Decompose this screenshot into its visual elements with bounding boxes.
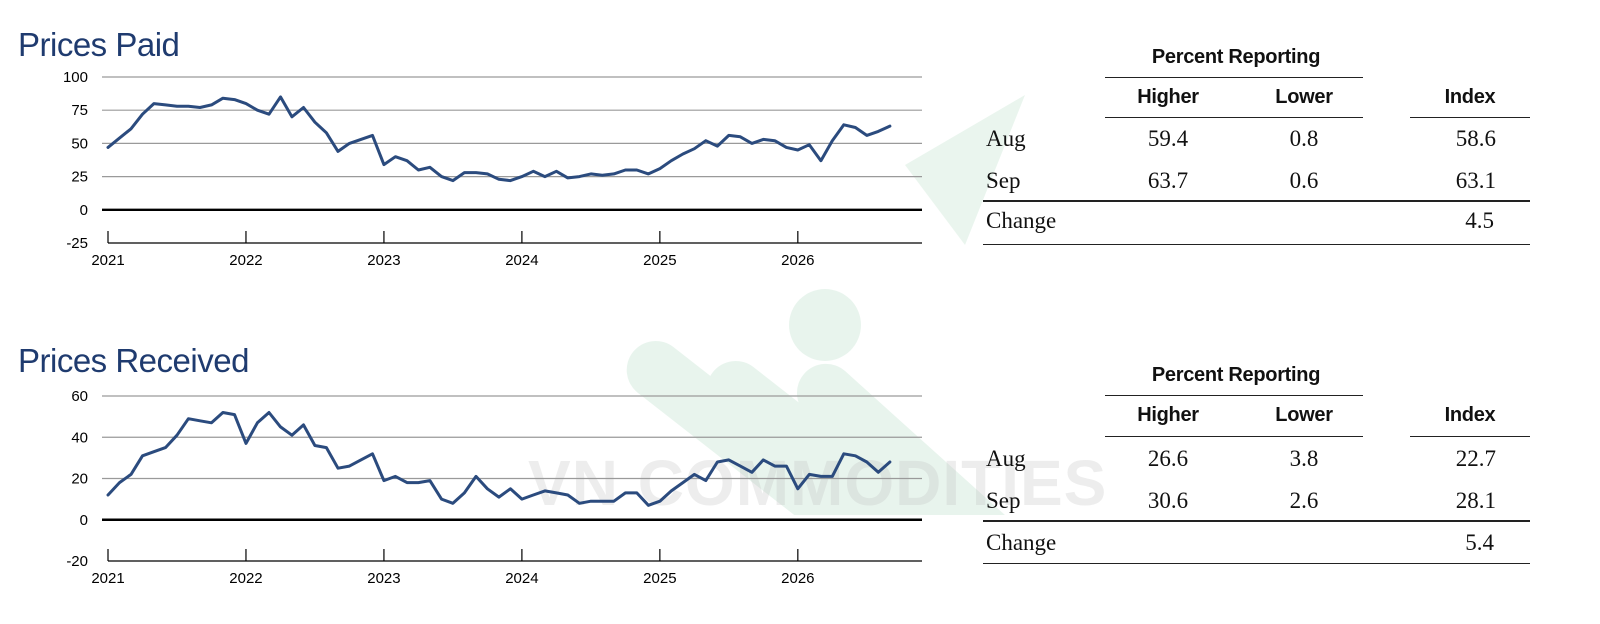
cell-higher: 26.6 <box>1147 446 1189 471</box>
col-header-index: Index <box>1444 86 1496 108</box>
x-tick-label: 2026 <box>781 570 814 587</box>
prices-received-table: Percent Reporting Higher Lower Index Aug… <box>0 0 1600 564</box>
y-tick-label: 25 <box>71 169 88 186</box>
prices-received-title: Prices Received <box>18 342 249 379</box>
y-tick-label: 0 <box>80 512 88 529</box>
row-label: Aug <box>986 126 1026 151</box>
cell-index: 22.7 <box>1455 446 1496 471</box>
row-label: Sep <box>986 168 1021 193</box>
col-rule-left <box>1105 117 1363 118</box>
prices-paid-title: Prices Paid <box>18 26 180 63</box>
y-tick-label: 0 <box>80 202 88 219</box>
x-tick-label: 2026 <box>781 252 814 269</box>
y-tick-label: -25 <box>66 235 88 252</box>
change-index: 5.4 <box>1465 530 1494 555</box>
x-tick-label: 2021 <box>91 252 124 269</box>
change-index: 4.5 <box>1465 208 1494 233</box>
cell-index: 58.6 <box>1455 126 1496 151</box>
col-header-lower: Lower <box>1275 86 1333 108</box>
x-tick-label: 2024 <box>505 570 538 587</box>
y-tick-label: 75 <box>71 102 88 119</box>
y-tick-label: 20 <box>71 471 88 488</box>
group-header-rule <box>1105 395 1363 396</box>
row-label: Aug <box>986 446 1026 471</box>
y-tick-label: -20 <box>66 553 88 570</box>
y-tick-label: 60 <box>71 388 88 405</box>
y-tick-label: 100 <box>63 69 88 86</box>
group-header-rule <box>1105 77 1363 78</box>
x-tick-label: 2023 <box>367 252 400 269</box>
cell-lower: 0.6 <box>1289 168 1319 193</box>
prices-paid-table: Percent Reporting Higher Lower Index Aug… <box>0 0 1600 245</box>
group-header: Percent Reporting <box>1151 364 1321 386</box>
watermark-text: VN COMMODITIES <box>528 447 1108 519</box>
change-label: Change <box>986 208 1057 233</box>
series-line <box>106 411 892 507</box>
change-label: Change <box>986 530 1057 555</box>
col-rule-right <box>1410 117 1530 118</box>
x-tick-label: 2021 <box>91 570 124 587</box>
cell-lower: 3.8 <box>1289 446 1319 471</box>
change-rule-top <box>983 200 1530 202</box>
col-rule-right <box>1410 436 1530 437</box>
x-tick-label: 2022 <box>229 252 262 269</box>
cell-higher: 63.7 <box>1147 168 1189 193</box>
col-header-higher: Higher <box>1137 404 1199 426</box>
col-header-higher: Higher <box>1137 86 1199 108</box>
row-label: Sep <box>986 488 1021 513</box>
x-tick-label: 2024 <box>505 252 538 269</box>
series-line <box>106 95 892 183</box>
x-tick-label: 2023 <box>367 570 400 587</box>
change-rule-bottom <box>983 244 1530 245</box>
change-rule-bottom <box>983 563 1530 564</box>
col-rule-left <box>1105 436 1363 437</box>
group-header: Percent Reporting <box>1151 46 1321 68</box>
cell-higher: 30.6 <box>1147 488 1189 513</box>
col-header-lower: Lower <box>1275 404 1333 426</box>
x-tick-label: 2025 <box>643 252 676 269</box>
cell-lower: 2.6 <box>1289 488 1319 513</box>
cell-index: 28.1 <box>1455 488 1496 513</box>
col-header-index: Index <box>1444 404 1496 426</box>
cell-lower: 0.8 <box>1289 126 1319 151</box>
x-tick-label: 2025 <box>643 570 676 587</box>
y-tick-label: 50 <box>71 135 88 152</box>
cell-index: 63.1 <box>1455 168 1496 193</box>
change-rule-top <box>983 520 1530 522</box>
cell-higher: 59.4 <box>1147 126 1189 151</box>
y-tick-label: 40 <box>71 429 88 446</box>
x-tick-label: 2022 <box>229 570 262 587</box>
